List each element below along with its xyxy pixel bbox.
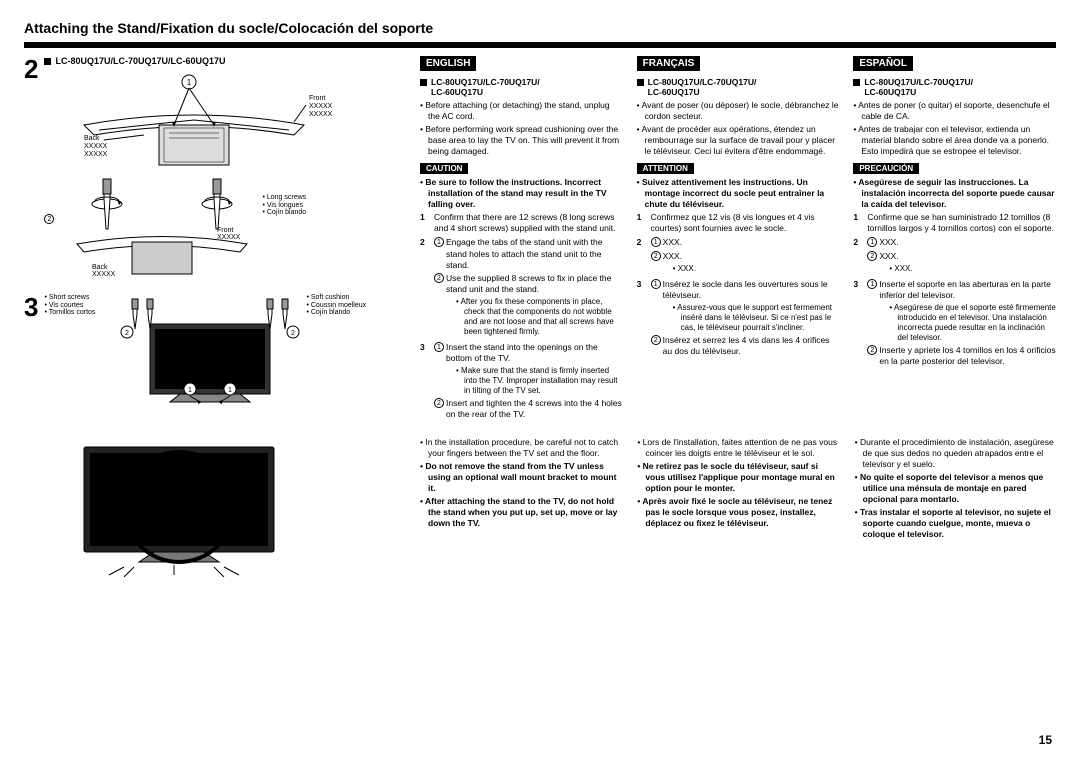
svg-text:XXXXX: XXXXX [84, 151, 108, 158]
diagram-1: 1 FrontXXXXXXXXXX BackXXXXXXXXXX [44, 70, 404, 170]
diagram-2: 2 FrontXXXXX BackXXXXX • Long screws • V… [44, 174, 404, 284]
svg-text:Front: Front [217, 227, 233, 234]
espanol-column: ESPAÑOL LC-80UQ17U/LC-70UQ17U/ LC-60UQ17U… [853, 56, 1056, 425]
caution-label: PRECAUCIÓN [853, 163, 919, 174]
bottom-list: Durante el procedimiento de instalación,… [855, 437, 1056, 540]
diagram-3-right-legend: • Soft cushion • Coussin moelleux • Cojí… [306, 294, 376, 414]
bottom-item: Tras instalar el soporte al televisor, n… [855, 507, 1056, 540]
bottom-francais: Lors de l'installation, faites attention… [637, 437, 838, 577]
step-item: 31Inserte el soporte en las aberturas en… [853, 279, 1056, 369]
model-subhead: LC-80UQ17U/LC-70UQ17U/ LC-60UQ17U [420, 77, 623, 97]
main-content: 2 LC-80UQ17U/LC-70UQ17U/LC-60UQ17U 1 Fro… [24, 56, 1056, 425]
bottom-item: Do not remove the stand from the TV unle… [420, 461, 621, 494]
bottom-item: In the installation procedure, be carefu… [420, 437, 621, 459]
model-header: LC-80UQ17U/LC-70UQ17U/LC-60UQ17U [44, 56, 404, 66]
intro-item: Before performing work spread cushioning… [420, 124, 623, 157]
caution-label: ATTENTION [637, 163, 694, 174]
svg-text:XXXXX: XXXXX [217, 234, 241, 241]
diagram-3: 2 2 1 1 [120, 294, 300, 414]
svg-text:XXXXX: XXXXX [309, 111, 333, 118]
bottom-item: Après avoir fixé le socle au téléviseur,… [637, 496, 838, 529]
svg-text:Front: Front [309, 95, 325, 102]
diagram-column: 2 LC-80UQ17U/LC-70UQ17U/LC-60UQ17U 1 Fro… [24, 56, 404, 425]
bottom-list: In the installation procedure, be carefu… [420, 437, 621, 529]
intro-item: Before attaching (or detaching) the stan… [420, 100, 623, 122]
page-number: 15 [1039, 733, 1052, 747]
step-item: 31Insert the stand into the openings on … [420, 342, 623, 422]
divider-bar [24, 42, 1056, 48]
caution-list: Suivez attentivement les instructions. U… [637, 177, 840, 210]
svg-text:XXXXX: XXXXX [309, 103, 333, 110]
model-subhead: LC-80UQ17U/LC-70UQ17U/ LC-60UQ17U [637, 77, 840, 97]
lang-header: ESPAÑOL [853, 56, 913, 71]
step-number-2: 2 [24, 56, 38, 82]
caution-item: Suivez attentivement les instructions. U… [637, 177, 840, 210]
bottom-diagram [24, 437, 404, 577]
svg-text:1: 1 [189, 387, 193, 394]
bottom-item: After attaching the stand to the TV, do … [420, 496, 621, 529]
bottom-item: Ne retirez pas le socle du téléviseur, s… [637, 461, 838, 494]
svg-text:Back: Back [92, 264, 108, 271]
svg-text:1: 1 [229, 387, 233, 394]
bottom-espanol: Durante el procedimiento de instalación,… [855, 437, 1056, 577]
page-title: Attaching the Stand/Fixation du socle/Co… [24, 20, 1056, 36]
bottom-section: In the installation procedure, be carefu… [24, 437, 1056, 577]
model-subhead: LC-80UQ17U/LC-70UQ17U/ LC-60UQ17U [853, 77, 1056, 97]
steps-list: 1Confirme que se han suministrado 12 tor… [853, 212, 1056, 368]
bottom-english: In the installation procedure, be carefu… [420, 437, 621, 577]
diagram-3-left-legend: • Short screws • Vis courtes • Tornillos… [44, 294, 114, 414]
step-item: 21XXX.2XXX.XXX. [853, 237, 1056, 275]
caution-list: Be sure to follow the instructions. Inco… [420, 177, 623, 210]
lang-header: ENGLISH [420, 56, 476, 71]
lang-header: FRANÇAIS [637, 56, 701, 71]
step-number-3: 3 [24, 294, 38, 320]
caution-item: Be sure to follow the instructions. Inco… [420, 177, 623, 210]
step-item: 31Insérez le socle dans les ouvertures s… [637, 279, 840, 359]
intro-item: Avant de procéder aux opérations, étende… [637, 124, 840, 157]
svg-text:Back: Back [84, 135, 100, 142]
intro-item: Avant de poser (ou déposer) le socle, dé… [637, 100, 840, 122]
intro-list: Avant de poser (ou déposer) le socle, dé… [637, 100, 840, 157]
svg-text:2: 2 [126, 330, 130, 337]
francais-column: FRANÇAIS LC-80UQ17U/LC-70UQ17U/ LC-60UQ17… [637, 56, 840, 425]
bottom-item: No quite el soporte del televisor a meno… [855, 472, 1056, 505]
intro-item: Antes de trabajar con el televisor, exti… [853, 124, 1056, 157]
diagram-2-legend: • Long screws • Vis longues • Cojín blan… [262, 174, 306, 284]
bottom-list: Lors de l'installation, faites attention… [637, 437, 838, 529]
steps-list: 1Confirm that there are 12 screws (8 lon… [420, 212, 623, 422]
intro-item: Antes de poner (o quitar) el soporte, de… [853, 100, 1056, 122]
intro-list: Before attaching (or detaching) the stan… [420, 100, 623, 157]
step-item: 1Confirme que se han suministrado 12 tor… [853, 212, 1056, 234]
svg-text:2: 2 [292, 330, 296, 337]
step-item: 1Confirmez que 12 vis (8 vis longues et … [637, 212, 840, 234]
svg-text:1: 1 [187, 78, 192, 87]
english-column: ENGLISH LC-80UQ17U/LC-70UQ17U/ LC-60UQ17U… [420, 56, 623, 425]
caution-label: CAUTION [420, 163, 468, 174]
svg-text:XXXXX: XXXXX [92, 271, 116, 278]
steps-list: 1Confirmez que 12 vis (8 vis longues et … [637, 212, 840, 358]
step-item: 1Confirm that there are 12 screws (8 lon… [420, 212, 623, 234]
caution-item: Asegúrese de seguir las instrucciones. L… [853, 177, 1056, 210]
bottom-item: Lors de l'installation, faites attention… [637, 437, 838, 459]
bottom-item: Durante el procedimiento de instalación,… [855, 437, 1056, 470]
caution-list: Asegúrese de seguir las instrucciones. L… [853, 177, 1056, 210]
step-item: 21Engage the tabs of the stand unit with… [420, 237, 623, 338]
intro-list: Antes de poner (o quitar) el soporte, de… [853, 100, 1056, 157]
svg-text:XXXXX: XXXXX [84, 143, 108, 150]
step-item: 21XXX.2XXX.XXX. [637, 237, 840, 275]
